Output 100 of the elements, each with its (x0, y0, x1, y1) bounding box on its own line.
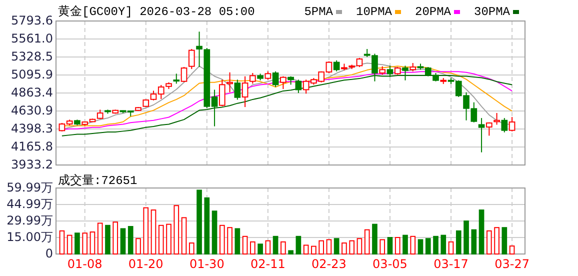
bar (174, 205, 180, 254)
candlestick (386, 65, 394, 78)
y-tick-label: 5561.0 (11, 31, 53, 46)
bar (410, 236, 416, 254)
bar (456, 230, 462, 254)
bar (349, 240, 355, 254)
legend-label: 10PMA (356, 5, 393, 20)
candlestick (478, 118, 485, 153)
bar (74, 232, 80, 254)
bar (258, 244, 263, 254)
x-tick-label: 01-08 (67, 257, 102, 271)
candlestick (234, 79, 241, 100)
bar (334, 238, 340, 254)
legend-label: 20PMA (415, 5, 452, 20)
bar (59, 230, 65, 254)
y-tick-label: 44.99万 (6, 196, 53, 211)
y-tick-label: 3933.2 (11, 157, 53, 172)
bar (433, 236, 438, 254)
chart-title: 成交量:72651 (58, 173, 138, 188)
y-tick-label: 5095.9 (11, 67, 53, 82)
bar (394, 236, 400, 254)
y-tick-label: 59.99万 (6, 180, 53, 194)
bar (188, 242, 194, 254)
candlestick (333, 60, 340, 72)
x-tick-label: 02-11 (250, 257, 286, 271)
y-tick-label: 4863.4 (11, 85, 53, 100)
y-tick-label: 4165.8 (11, 139, 53, 154)
bar (303, 244, 309, 254)
y-tick-label: 5793.6 (11, 13, 53, 28)
candlestick (494, 112, 500, 126)
bar (204, 197, 210, 254)
chart-title: 黄金[GC00Y] 2026-03-28 05:00 (58, 5, 255, 20)
legend-label: 30PMA (474, 5, 511, 20)
bar (196, 190, 202, 254)
bar (364, 229, 370, 254)
candlestick (218, 79, 226, 107)
candlestick (226, 72, 233, 93)
candlestick (188, 48, 195, 70)
legend-label: 5PMA (304, 5, 334, 20)
bar (250, 241, 256, 254)
x-tick-label: 02-23 (312, 257, 346, 271)
x-tick-label: 03-05 (372, 257, 408, 271)
candlestick (250, 72, 256, 84)
bar (181, 217, 187, 254)
x-tick-label: 01-30 (189, 257, 224, 271)
bar (418, 239, 424, 254)
bar (464, 220, 469, 254)
bar (509, 246, 515, 254)
bar (288, 250, 294, 254)
bar (296, 236, 302, 254)
bar (136, 238, 141, 254)
candlestick (402, 65, 408, 81)
bar (318, 240, 324, 254)
candlestick (486, 122, 492, 136)
bar (227, 227, 232, 254)
bar (372, 224, 378, 254)
bar (265, 240, 271, 254)
bar (143, 207, 149, 254)
bar (448, 241, 454, 254)
bar (234, 228, 240, 254)
bar (326, 239, 332, 254)
candlestick (242, 76, 248, 108)
bar (212, 210, 218, 254)
candlestick (501, 118, 508, 133)
bar (494, 227, 500, 254)
y-tick-label: 4398.3 (11, 121, 53, 136)
bar (356, 238, 362, 254)
bar (486, 230, 492, 254)
bar (82, 232, 88, 254)
bar (380, 239, 386, 254)
bar (478, 209, 484, 254)
bar (128, 226, 134, 254)
bar (219, 224, 225, 254)
bar (471, 229, 477, 254)
bar (105, 224, 110, 254)
y-tick-label: 4630.9 (11, 103, 53, 118)
bar (158, 224, 164, 254)
y-tick-label: 15.00万 (6, 230, 53, 244)
bar (242, 236, 248, 254)
x-tick-label: 03-17 (434, 257, 468, 271)
bar (311, 246, 316, 254)
candlestick (173, 73, 180, 84)
x-tick-label: 01-20 (128, 257, 164, 271)
x-tick-label: 03-27 (494, 257, 530, 271)
bar (166, 224, 172, 254)
candlestick (280, 76, 286, 90)
candlestick (180, 66, 188, 83)
bar (97, 222, 103, 254)
candlestick (272, 70, 279, 88)
y-tick-label: 29.99万 (6, 213, 53, 228)
y-tick-label: 0 (45, 246, 53, 260)
candlestick (508, 116, 516, 132)
candlestick (295, 79, 302, 94)
bar (402, 234, 408, 254)
bar (272, 236, 278, 254)
bar (66, 234, 72, 254)
bar (342, 242, 347, 254)
bar (440, 234, 446, 254)
bar (280, 241, 286, 254)
bar (150, 209, 156, 254)
